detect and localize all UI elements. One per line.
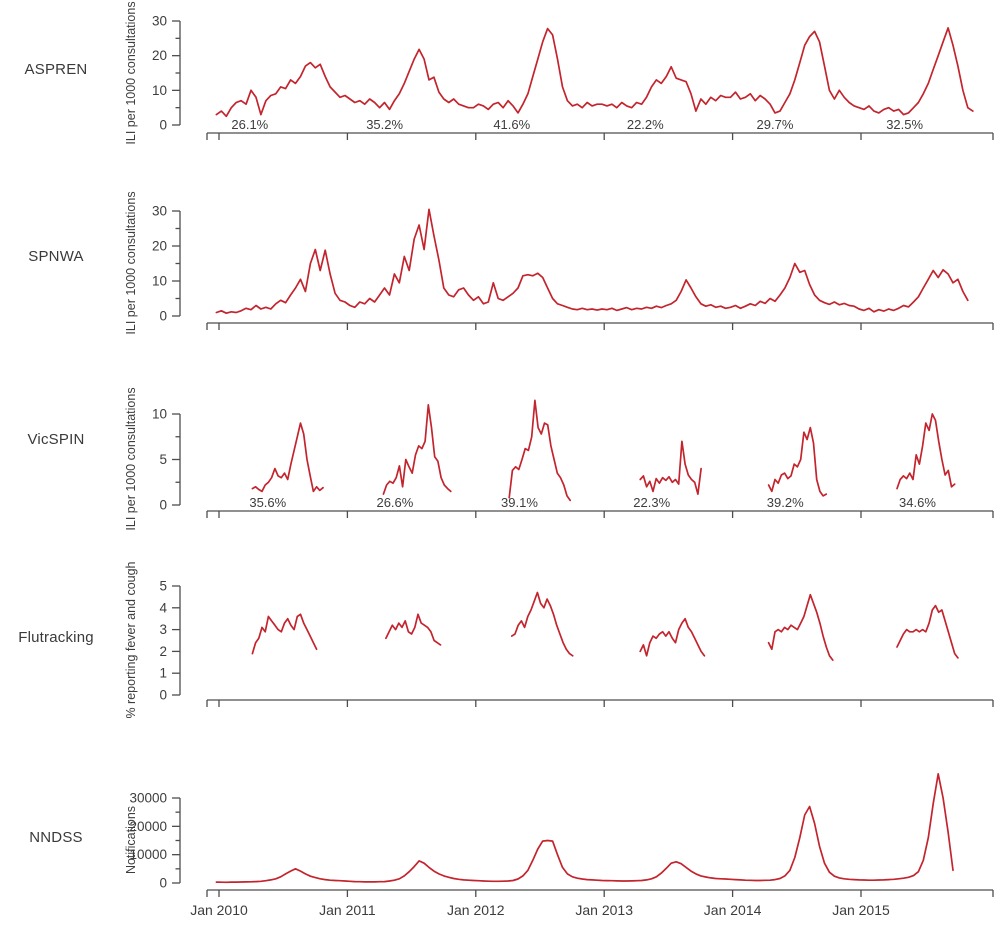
panel-aspren: 0 10 20 30 26.1% 35.2% 41.6% 22.2% 29.7% 32.5% [152,14,994,140]
percent-label: 22.2% [627,117,664,132]
percent-label: 29.7% [757,117,794,132]
series-line [896,604,959,659]
x-axis-tick-label: Jan 2015 [832,902,890,918]
percent-label: 32.5% [886,117,923,132]
y-axis-tick-label: 10 [152,83,167,98]
panel-label-flutracking: Flutracking [18,629,94,646]
series-line [508,399,572,502]
y-axis-tick-label: 5 [159,452,167,467]
x-axis-tick-label: Jan 2012 [447,902,505,918]
series-line [639,440,702,495]
x-axis-tick-label: Jan 2013 [575,902,633,918]
y-axis-tick-label: 20 [152,48,167,63]
y-axis-tick-label: 30 [152,14,167,29]
y-axis-tick-label: 0 [159,309,167,324]
y-axis-tick-label: 30 [152,204,167,219]
y-axis-tick-label: 10 [152,274,167,289]
panel-nndss: 0 10000 20000 30000 Jan 2010 Jan 2011 Jan 2012… [129,773,994,918]
y-axis-tick-label: 3 [159,622,167,637]
y-axis-tick-label: 5 [159,579,167,594]
series-line [251,613,318,655]
panel-label-spnwa: SPNWA [28,248,84,265]
y-axis-tick-label: 10 [152,407,167,422]
percent-label: 22.3% [633,495,670,510]
series-line [896,413,956,490]
y-axis-tick-label: 0 [159,498,167,513]
series-line [215,773,954,884]
y-axis-tick-label: 0 [159,688,167,703]
percent-label: 26.1% [231,117,268,132]
series-line [385,613,442,646]
panel-vicspin: 0 5 10 35.6% 26.6% 39.1% 22.3% 39.2% 34.6% [152,399,994,518]
series-line [251,422,324,493]
y-axis-tick-label: 2 [159,644,167,659]
series-line [510,591,574,657]
series-line [767,593,834,661]
y-axis-tick-label: 20000 [129,819,167,834]
series-line [767,426,828,497]
y-axis-tick-label: 20 [152,239,167,254]
panel-label-aspren: ASPREN [24,61,88,78]
series-line [382,404,452,495]
percent-label: 39.1% [501,495,538,510]
percent-label: 35.6% [249,495,286,510]
x-axis-tick-label: Jan 2011 [319,902,376,918]
percent-label: 35.2% [366,117,403,132]
percent-label: 34.6% [899,495,936,510]
percent-label: 26.6% [376,495,413,510]
panel-flutracking: 0 1 2 3 4 5 [159,579,994,707]
y-axis-tick-label: 4 [159,600,167,615]
percent-label: 39.2% [767,495,804,510]
y-axis-title-nndss: Notifications [124,805,138,875]
panel-label-nndss: NNDSS [29,829,83,846]
percent-label: 41.6% [493,117,530,132]
series-line [215,208,969,315]
panel-spnwa: 0 10 20 30 [152,204,994,330]
x-axis-tick-label: Jan 2014 [704,902,762,918]
panel-label-vicspin: VicSPIN [27,431,85,448]
y-axis-tick-label: 10000 [129,847,167,862]
series-line [639,617,706,657]
y-axis-tick-label: 1 [159,666,167,681]
y-axis-tick-label: 0 [159,876,167,891]
x-axis-tick-label: Jan 2010 [190,902,248,918]
y-axis-tick-label: 30000 [129,791,167,806]
series-line [215,27,974,118]
y-axis-tick-label: 0 [159,118,167,133]
